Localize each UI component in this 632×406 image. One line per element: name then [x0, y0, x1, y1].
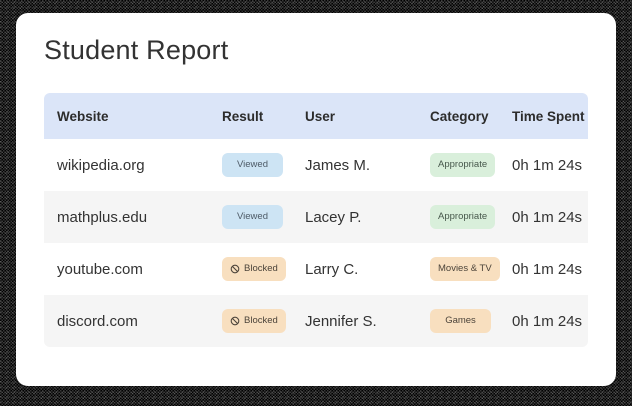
table-row: wikipedia.org Viewed James M. Appropriate 0h…: [44, 139, 588, 191]
category-badge-label: Movies & TV: [438, 263, 492, 275]
website-cell: discord.com: [57, 312, 138, 330]
website-cell: mathplus.edu: [57, 208, 148, 226]
result-badge-label: Blocked: [244, 263, 278, 275]
table-body: wikipedia.org Viewed James M. Appropriate 0h…: [44, 139, 588, 347]
user-cell: James M.: [305, 156, 371, 174]
website-cell: youtube.com: [57, 260, 143, 278]
result-badge-viewed: Viewed: [222, 153, 283, 177]
user-cell: Larry C.: [305, 260, 359, 278]
category-badge-label: Appropriate: [438, 211, 488, 223]
result-badge-viewed: Viewed: [222, 205, 283, 229]
category-badge-flagged: Movies & TV: [430, 257, 500, 281]
user-cell: Jennifer S.: [305, 312, 377, 330]
result-badge-blocked: Blocked: [222, 257, 286, 281]
table-row: youtube.com Blocked Larry C. Movies & TV 0h …: [44, 243, 588, 295]
table-row: discord.com Blocked Jennifer S. Games 0h 1m …: [44, 295, 588, 347]
column-header-website: Website: [57, 108, 109, 124]
website-cell: wikipedia.org: [57, 156, 145, 174]
table-row: mathplus.edu Viewed Lacey P. Appropriate 0h …: [44, 191, 588, 243]
no-entry-icon: [230, 264, 240, 274]
report-card: Student Report Website Result User Categ…: [16, 13, 616, 386]
report-table: Website Result User Category Time Spent …: [44, 93, 588, 347]
category-badge-appropriate: Appropriate: [430, 205, 496, 229]
column-header-time-spent: Time Spent: [512, 108, 585, 124]
result-badge-label: Viewed: [237, 211, 268, 223]
result-badge-label: Blocked: [244, 315, 278, 327]
category-badge-label: Appropriate: [438, 159, 488, 171]
column-header-user: User: [305, 108, 336, 124]
category-badge-appropriate: Appropriate: [430, 153, 496, 177]
page-title: Student Report: [44, 35, 229, 65]
time-spent-cell: 0h 1m 24s: [512, 208, 583, 226]
result-badge-label: Viewed: [237, 159, 268, 171]
time-spent-cell: 0h 1m 24s: [512, 156, 583, 174]
time-spent-cell: 0h 1m 24s: [512, 260, 583, 278]
table-header-row: Website Result User Category Time Spent: [44, 93, 588, 139]
column-header-result: Result: [222, 108, 264, 124]
no-entry-icon: [230, 316, 240, 326]
category-badge-label: Games: [445, 315, 476, 327]
result-badge-blocked: Blocked: [222, 309, 286, 333]
category-badge-flagged: Games: [430, 309, 491, 333]
user-cell: Lacey P.: [305, 208, 362, 226]
time-spent-cell: 0h 1m 24s: [512, 312, 583, 330]
column-header-category: Category: [430, 108, 489, 124]
